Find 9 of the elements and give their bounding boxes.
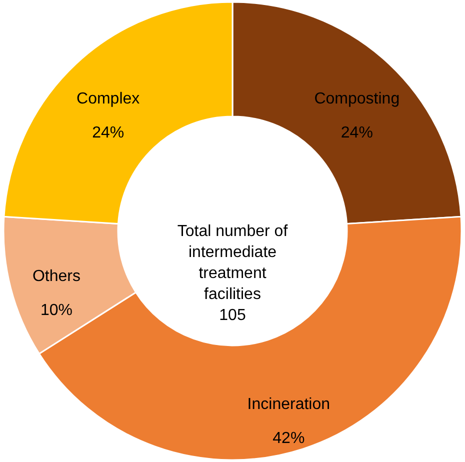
data-label: 24% (92, 124, 124, 142)
slice-label: Others (32, 268, 80, 286)
slice-label: Incineration (247, 396, 330, 413)
data-label: 10% (40, 302, 72, 320)
data-label: 24% (340, 124, 373, 142)
text: Total number of intermediate treatment facilities 105 (177, 223, 288, 324)
slice-label: Composting (314, 90, 400, 108)
slice-label: Complex (76, 90, 140, 108)
data-label: 42% (272, 430, 305, 447)
